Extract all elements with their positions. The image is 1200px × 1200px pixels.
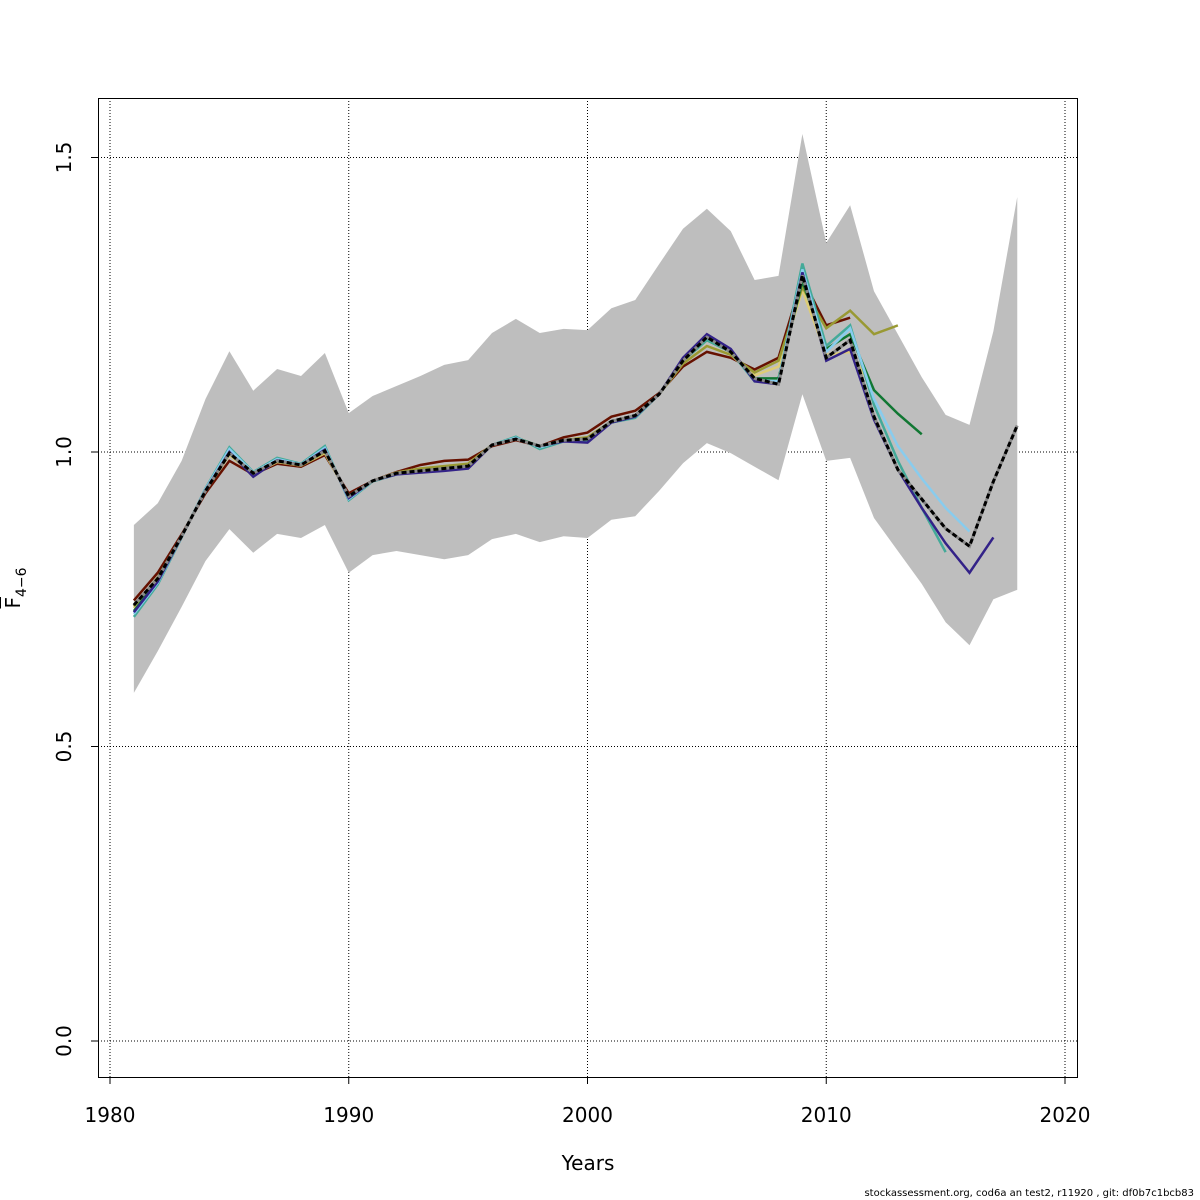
y-label-main: F	[1, 597, 25, 609]
confidence-band	[133, 133, 1018, 693]
axes: 1980 1990 2000 2010 2020 0.0 0.5 1.0 1.5	[52, 142, 1090, 1127]
y-label-sub: 4−6	[14, 567, 30, 597]
series-lines	[132, 263, 1019, 618]
y-axis-label: F4−6	[1, 567, 30, 608]
x-tick-label: 2000	[562, 1103, 613, 1127]
svg-text:F4−6: F4−6	[1, 567, 30, 608]
y-tick-label: 0.5	[52, 731, 76, 763]
ci-band	[133, 133, 1018, 693]
y-tick-label: 0.0	[52, 1025, 76, 1057]
x-axis-label: Years	[561, 1151, 615, 1175]
base-run-line	[132, 274, 1019, 607]
y-tick-label: 1.5	[52, 142, 76, 174]
x-tick-label: 2010	[801, 1103, 852, 1127]
x-tick-label: 1990	[323, 1103, 374, 1127]
x-tick-label: 1980	[85, 1103, 136, 1127]
x-tick-label: 2020	[1040, 1103, 1091, 1127]
footer-credit: stockassessment.org, cod6a an test2, r11…	[864, 1188, 1194, 1199]
y-tick-label: 1.0	[52, 436, 76, 468]
